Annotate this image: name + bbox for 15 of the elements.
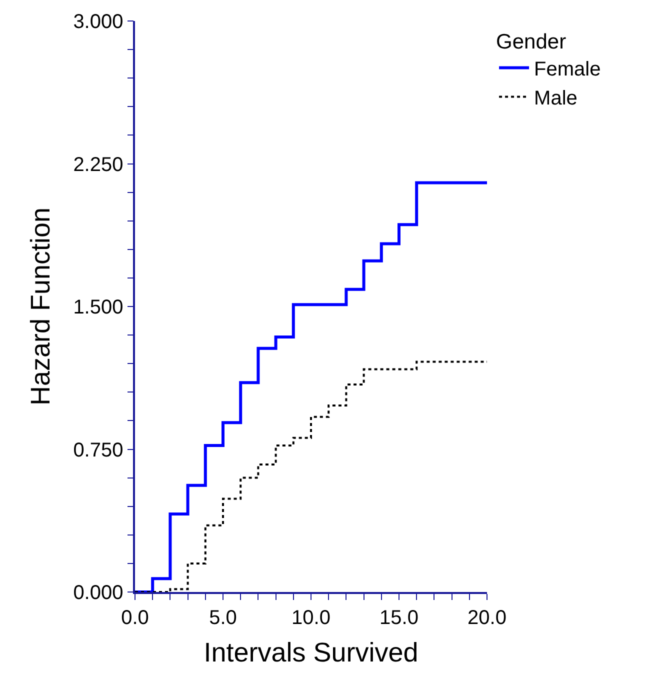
x-tick-label: 10.0	[292, 606, 330, 629]
y-tick-label: 0.750	[73, 439, 124, 462]
x-tick-label: 0.0	[121, 606, 149, 629]
legend-title: Gender	[496, 30, 566, 54]
y-tick-label: 2.250	[73, 154, 124, 176]
y-tick-label: 3.000	[73, 11, 124, 33]
x-tick-label: 5.0	[209, 606, 237, 629]
legend-label: Female	[534, 58, 601, 81]
x-tick-label: 20.0	[468, 606, 506, 629]
y-tick-label: 1.500	[73, 296, 124, 318]
x-axis-title: Intervals Survived	[204, 638, 418, 668]
legend-label: Male	[534, 88, 578, 110]
x-tick-label: 15.0	[380, 606, 418, 629]
y-tick-label: 0.000	[73, 582, 124, 604]
y-axis-title: Hazard Function	[26, 207, 56, 406]
